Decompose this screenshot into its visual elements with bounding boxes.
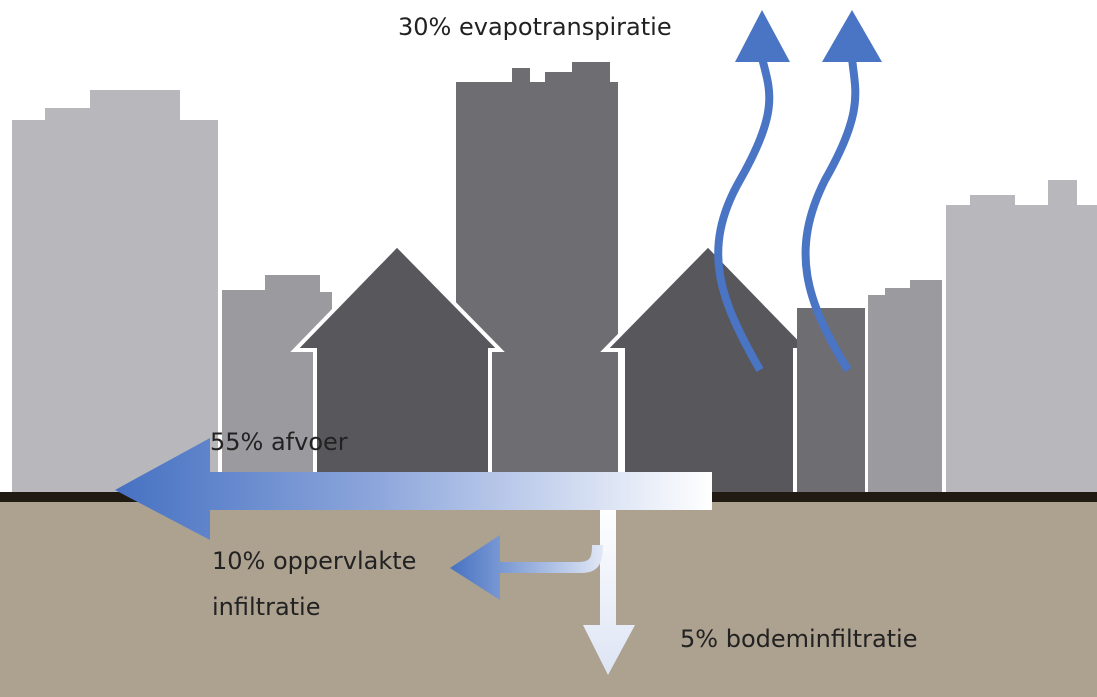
arrow-head: [822, 10, 882, 62]
diagram: 30% evapotranspiratie 55% afvoer 10% opp…: [0, 0, 1097, 697]
building: [12, 90, 218, 497]
label: 55% afvoer: [210, 428, 348, 456]
label: 30% evapotranspiratie: [398, 13, 672, 41]
house: [605, 245, 810, 497]
building: [868, 280, 942, 497]
ground: [0, 500, 1097, 697]
building: [946, 180, 1097, 497]
label: 10% oppervlakte: [212, 547, 416, 575]
label: infiltratie: [212, 593, 321, 621]
arrow-head: [735, 10, 790, 62]
label: 5% bodeminfiltratie: [680, 625, 918, 653]
